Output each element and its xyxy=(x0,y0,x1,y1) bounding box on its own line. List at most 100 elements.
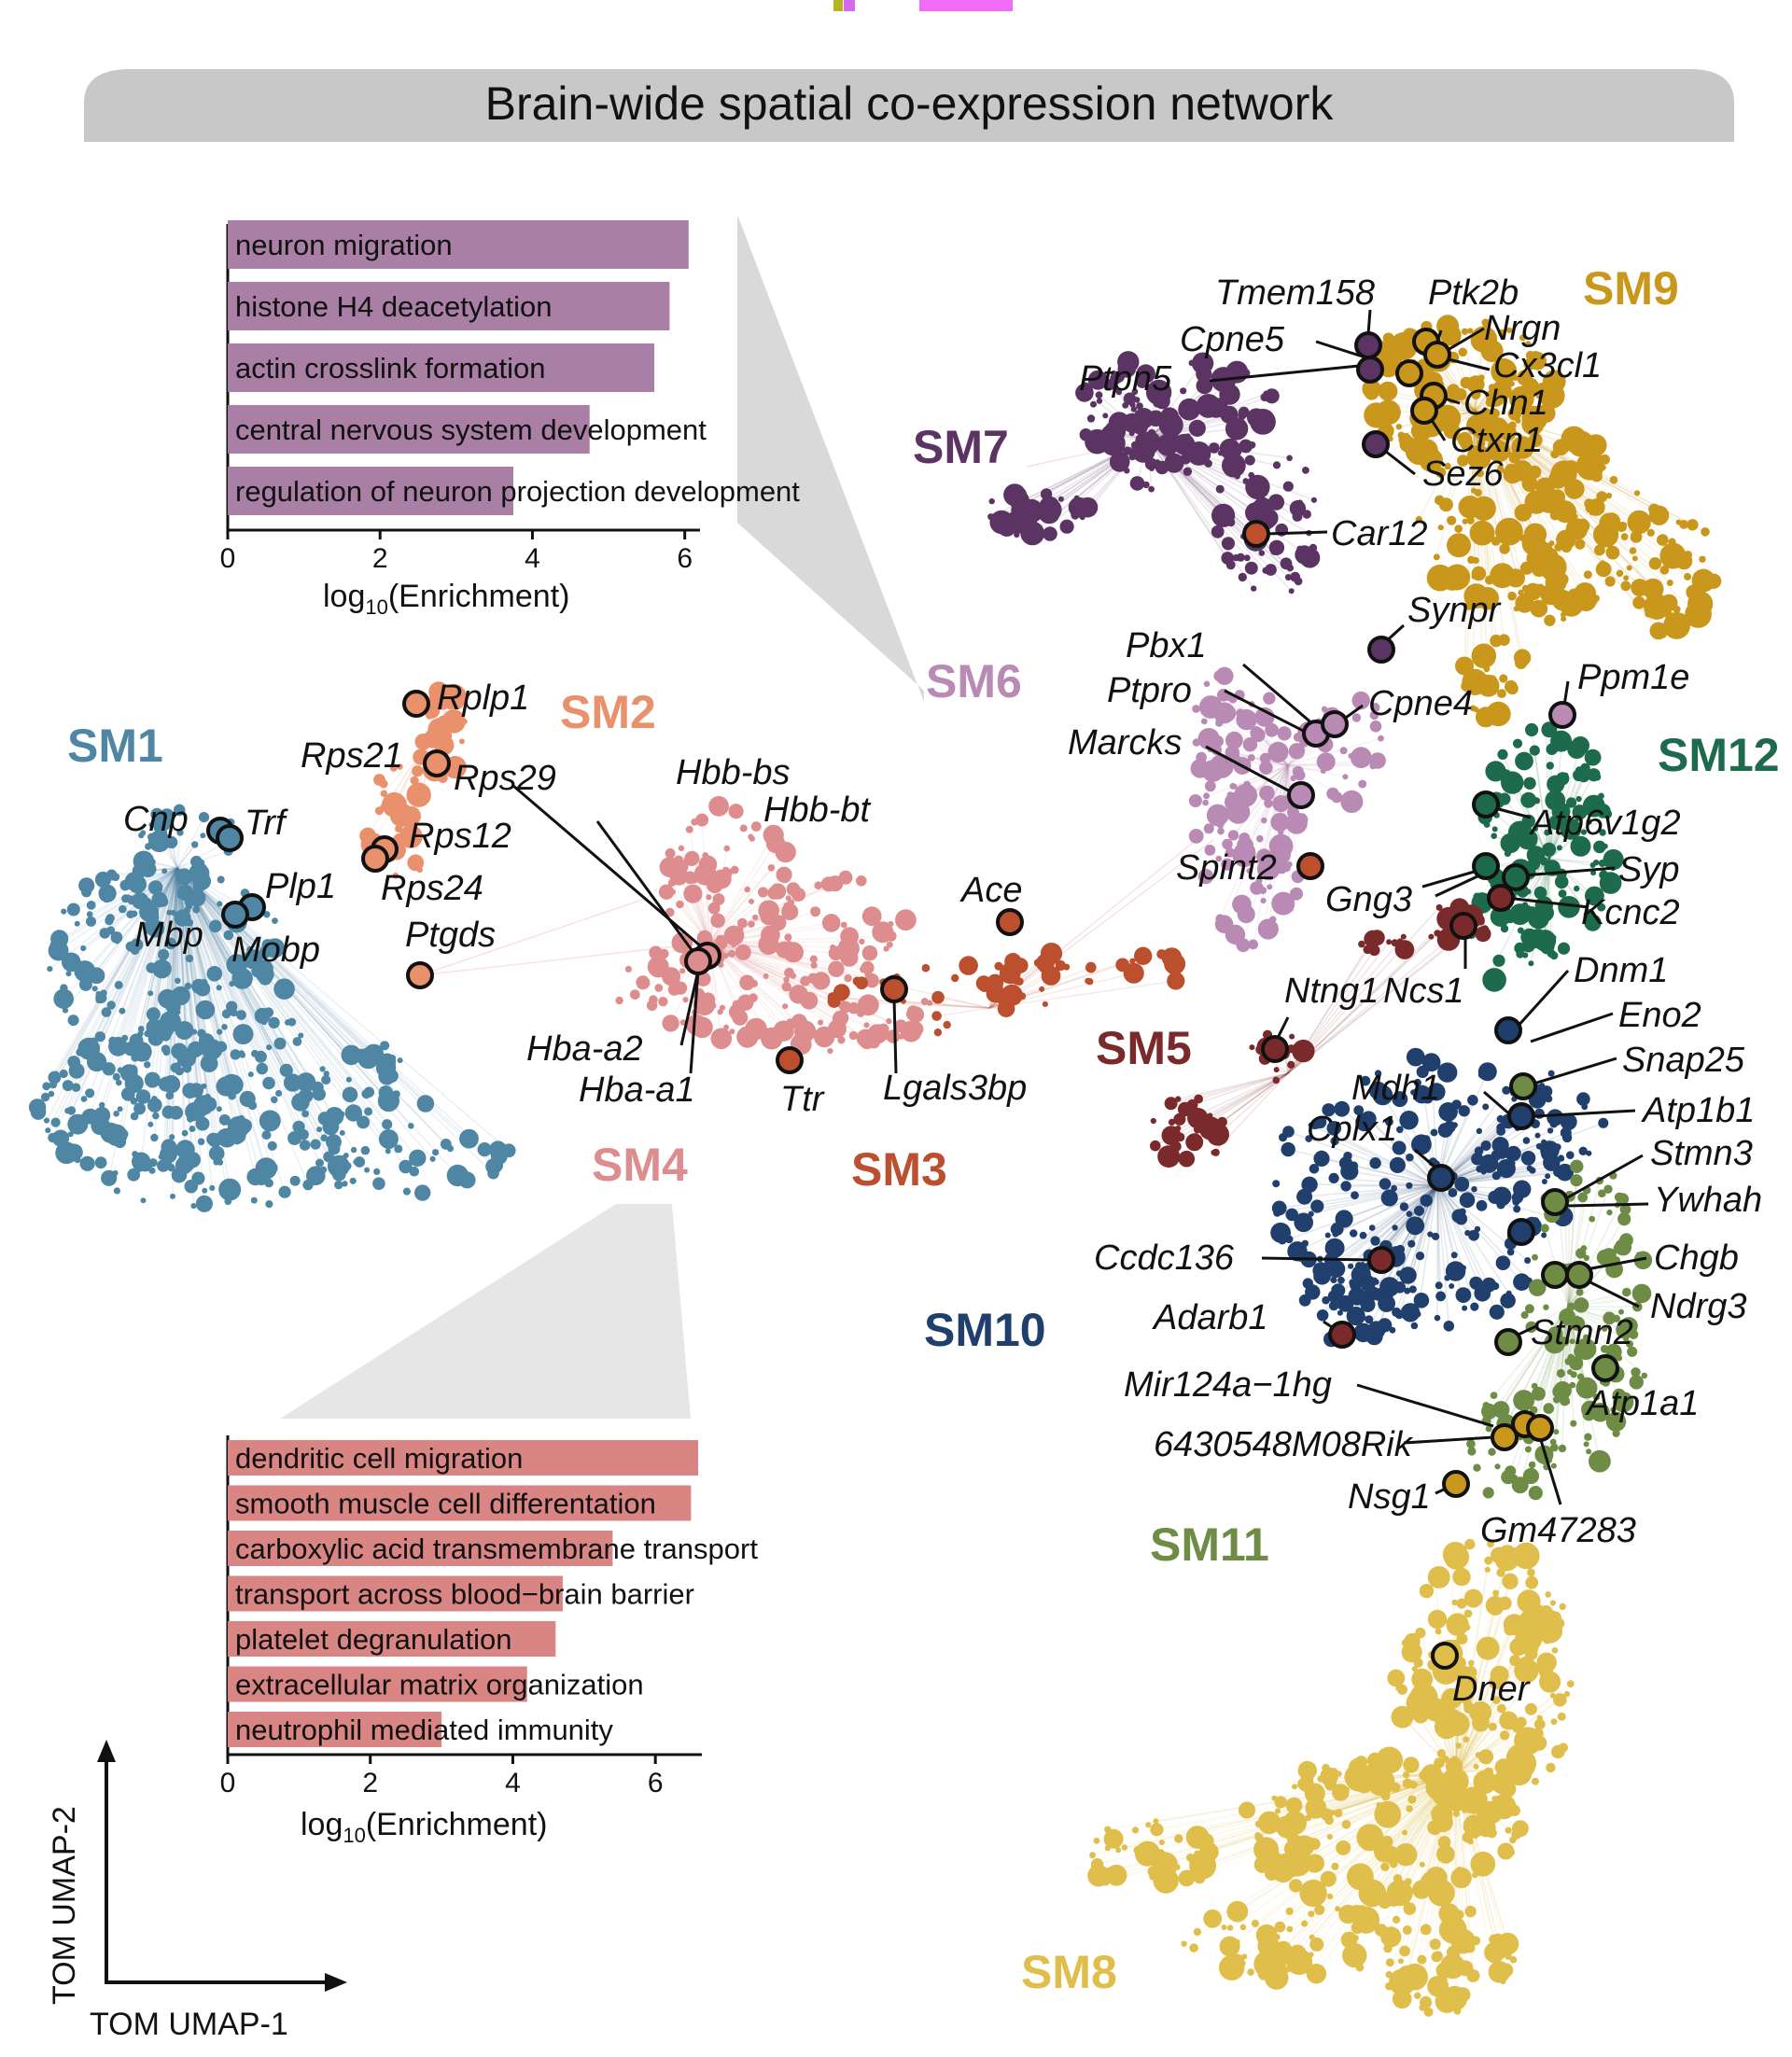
network-edge xyxy=(1561,1306,1569,1449)
network-node xyxy=(1471,573,1477,580)
network-node xyxy=(1480,340,1504,363)
network-node xyxy=(1460,376,1473,389)
network-node xyxy=(1222,453,1246,478)
network-edge xyxy=(1436,1184,1476,1308)
network-node xyxy=(1378,1288,1386,1295)
network-node xyxy=(745,1017,767,1041)
network-node xyxy=(682,997,689,1003)
network-node xyxy=(1539,1671,1561,1693)
network-node xyxy=(1404,1632,1421,1650)
network-node xyxy=(165,999,181,1015)
network-node xyxy=(1370,1236,1380,1246)
network-node xyxy=(1273,1067,1280,1073)
network-node xyxy=(1560,1336,1570,1347)
network-node xyxy=(185,954,194,963)
network-node xyxy=(800,975,811,987)
network-node xyxy=(1398,1958,1404,1965)
network-node xyxy=(1515,417,1521,424)
network-node xyxy=(1109,452,1130,472)
network-node xyxy=(1455,1667,1469,1681)
network-node xyxy=(1494,1463,1501,1470)
network-node xyxy=(184,899,191,906)
network-node xyxy=(1358,779,1367,789)
network-node xyxy=(1363,1915,1370,1923)
network-node xyxy=(1612,1429,1620,1437)
network-node xyxy=(818,1019,824,1026)
network-edge xyxy=(176,867,389,1152)
network-node xyxy=(88,967,105,985)
network-node xyxy=(1350,747,1372,769)
network-node xyxy=(1491,1171,1501,1181)
network-node xyxy=(1490,563,1516,589)
network-node xyxy=(51,1129,70,1147)
network-node xyxy=(767,886,781,900)
network-node xyxy=(169,1134,175,1140)
network-node xyxy=(1449,1283,1455,1289)
network-node xyxy=(1346,1306,1365,1326)
network-node xyxy=(1583,570,1592,580)
network-node xyxy=(127,1168,141,1182)
network-node xyxy=(1324,1232,1331,1238)
network-node xyxy=(1188,794,1202,807)
network-node xyxy=(1208,398,1228,418)
network-node xyxy=(1301,1920,1309,1927)
network-node xyxy=(1660,594,1678,612)
umap-axes: TOM UMAP-1 TOM UMAP-2 xyxy=(47,1740,347,2042)
network-node xyxy=(1090,400,1097,408)
network-node xyxy=(1592,1393,1601,1401)
network-node xyxy=(1543,1154,1561,1171)
network-node xyxy=(1222,838,1233,850)
network-node xyxy=(847,1001,860,1015)
network-node xyxy=(1486,444,1495,454)
leader-line xyxy=(1538,1436,1562,1505)
network-node xyxy=(1285,1208,1298,1222)
hub-gene-node xyxy=(1526,1414,1554,1442)
network-edge xyxy=(1548,858,1593,866)
network-node xyxy=(1583,1334,1589,1341)
network-node xyxy=(859,1032,875,1050)
network-node xyxy=(1589,862,1596,868)
network-node xyxy=(125,941,136,952)
network-node xyxy=(363,1086,375,1098)
leader-line xyxy=(1565,1154,1644,1200)
network-node xyxy=(105,914,115,923)
network-node xyxy=(1495,1255,1511,1270)
network-node xyxy=(1584,914,1602,931)
network-node xyxy=(1524,1647,1538,1660)
network-node xyxy=(1513,1205,1521,1213)
gene-label: Cx3cl1 xyxy=(1493,346,1602,385)
network-node xyxy=(209,919,222,933)
network-node xyxy=(1129,476,1145,491)
network-node xyxy=(1575,1377,1598,1399)
network-node xyxy=(1499,1730,1510,1741)
network-node xyxy=(1481,318,1491,328)
network-node xyxy=(1341,1820,1351,1829)
network-node xyxy=(1659,565,1670,575)
network-node xyxy=(1086,414,1096,423)
network-edge xyxy=(1412,1184,1438,1290)
hub-gene-node xyxy=(1449,912,1477,940)
network-edge xyxy=(1455,1670,1527,1774)
network-node xyxy=(1420,1924,1432,1936)
network-node xyxy=(658,884,675,900)
network-node xyxy=(1505,679,1518,693)
network-node xyxy=(202,1097,217,1112)
network-node xyxy=(62,1080,74,1092)
network-node xyxy=(1406,1182,1413,1189)
network-node xyxy=(1491,1696,1501,1705)
network-node xyxy=(1616,1193,1630,1206)
network-node xyxy=(1254,1833,1264,1842)
leader-line xyxy=(892,998,898,1074)
network-edge xyxy=(176,832,181,869)
network-node xyxy=(1219,1936,1240,1957)
network-node xyxy=(1513,1542,1540,1570)
network-node xyxy=(1456,1598,1467,1609)
network-node xyxy=(217,901,223,907)
network-node xyxy=(197,872,204,879)
network-node xyxy=(1485,1596,1505,1616)
network-node xyxy=(1520,1311,1529,1319)
network-node xyxy=(1456,1686,1474,1703)
network-node xyxy=(1272,1180,1281,1188)
network-node xyxy=(1509,533,1519,543)
network-node xyxy=(161,1105,175,1119)
